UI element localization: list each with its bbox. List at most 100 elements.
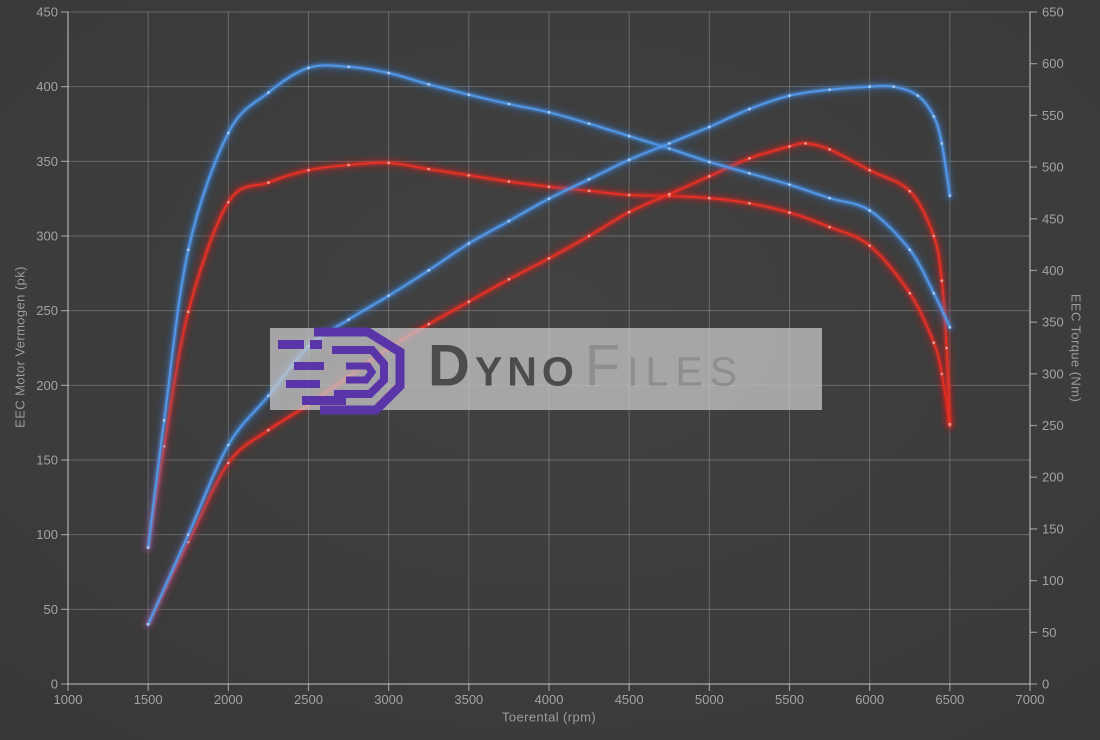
- series-point-marker: [267, 428, 270, 432]
- series-point-marker: [948, 325, 952, 329]
- y-right-tick-label: 150: [1042, 521, 1064, 536]
- series-point-marker: [748, 171, 751, 175]
- series-point-marker: [828, 88, 831, 92]
- series-point-marker: [892, 85, 896, 89]
- series-point-marker: [347, 163, 350, 167]
- series-point-marker: [267, 394, 270, 398]
- series-point-marker: [707, 174, 711, 178]
- series-point-marker: [748, 107, 751, 111]
- y-left-tick-label: 250: [36, 303, 58, 318]
- x-tick-label: 2500: [294, 692, 323, 707]
- x-tick-label: 2000: [214, 692, 243, 707]
- series-point-marker: [226, 200, 230, 204]
- series-point-marker: [507, 277, 511, 281]
- series-point-marker: [627, 210, 631, 214]
- series-point-marker: [507, 180, 511, 183]
- series-point-marker: [868, 244, 872, 248]
- series-point-marker: [587, 234, 591, 238]
- dynofiles-logo-icon: [278, 327, 405, 415]
- series-point-marker: [945, 346, 949, 350]
- series-point-marker: [908, 248, 912, 252]
- series-point-marker: [467, 93, 471, 97]
- series-point-marker: [868, 168, 872, 172]
- y-left-tick-label: 50: [44, 602, 58, 617]
- series-point-marker: [547, 110, 551, 114]
- y-right-tick-label: 350: [1042, 315, 1064, 330]
- series-point-marker: [226, 131, 230, 135]
- wordmark-dyno: Dyno: [428, 333, 579, 399]
- y-right-tick-label: 400: [1042, 263, 1064, 278]
- y-right-tick-label: 500: [1042, 160, 1064, 175]
- series-point-marker: [186, 533, 190, 537]
- series-point-marker: [427, 82, 431, 86]
- series-point-marker: [347, 65, 350, 69]
- series-point-marker: [788, 211, 791, 214]
- series-point-marker: [427, 268, 431, 272]
- series-point-marker: [507, 219, 511, 223]
- series-point-marker: [146, 622, 150, 626]
- series-point-marker: [347, 318, 350, 322]
- series-point-marker: [748, 201, 751, 205]
- y-right-tick-label: 650: [1042, 5, 1064, 20]
- series-point-marker: [788, 145, 791, 148]
- series-point-marker: [387, 161, 391, 165]
- series-point-marker: [267, 91, 270, 95]
- series-point-marker: [748, 156, 751, 160]
- series-point-marker: [587, 122, 591, 126]
- series-point-marker: [507, 102, 511, 106]
- y-right-tick-label: 100: [1042, 573, 1064, 588]
- x-tick-label: 4500: [615, 692, 644, 707]
- x-tick-label: 6000: [855, 692, 884, 707]
- series-point-marker: [307, 66, 310, 70]
- series-point-marker: [427, 322, 431, 326]
- series-point-marker: [932, 234, 936, 238]
- series-point-marker: [908, 189, 912, 193]
- y-right-tick-label: 450: [1042, 211, 1064, 226]
- series-point-marker: [940, 372, 944, 376]
- series-point-marker: [226, 443, 230, 447]
- series-point-marker: [948, 194, 952, 198]
- x-tick-label: 1000: [54, 692, 83, 707]
- y-left-tick-label: 100: [36, 527, 58, 542]
- x-tick-label: 1500: [134, 692, 163, 707]
- x-axis-title: Toerental (rpm): [501, 709, 597, 725]
- y-left-tick-label: 150: [36, 453, 58, 468]
- series-point-marker: [627, 134, 631, 138]
- x-tick-label: 6500: [935, 692, 964, 707]
- axis-layer: 0501001502002503003504004500501001502002…: [36, 5, 1063, 708]
- series-point-marker: [868, 209, 872, 212]
- series-point-marker: [307, 168, 310, 172]
- y-right-tick-label: 250: [1042, 418, 1064, 433]
- y-right-tick-label: 50: [1042, 625, 1056, 640]
- series-point-marker: [146, 546, 150, 549]
- series-point-marker: [948, 422, 952, 426]
- y-right-tick-label: 550: [1042, 108, 1064, 123]
- series-point-marker: [186, 310, 190, 314]
- series-point-marker: [547, 257, 551, 260]
- x-tick-label: 3000: [374, 692, 403, 707]
- series-point-marker: [387, 294, 391, 298]
- series-point-marker: [908, 291, 912, 295]
- series-point-marker: [707, 196, 711, 200]
- series-point-marker: [932, 291, 936, 295]
- x-tick-label: 4000: [535, 692, 564, 707]
- series-point-marker: [226, 461, 230, 465]
- series-point-marker: [467, 242, 471, 245]
- x-tick-label: 7000: [1016, 692, 1045, 707]
- x-tick-label: 5000: [695, 692, 724, 707]
- series-point-marker: [467, 173, 471, 177]
- series-point-marker: [427, 167, 431, 171]
- series-point-marker: [868, 85, 872, 89]
- series-point-marker: [788, 183, 791, 187]
- series-point-marker: [667, 142, 671, 145]
- y-left-tick-label: 200: [36, 378, 58, 393]
- series-point-marker: [804, 142, 807, 145]
- series-point-marker: [828, 147, 831, 151]
- series-point-marker: [707, 125, 711, 129]
- series-point-marker: [387, 71, 391, 75]
- series-point-marker: [828, 225, 831, 229]
- dynofiles-watermark: Dyno Files: [270, 327, 822, 415]
- series-point-marker: [162, 418, 166, 422]
